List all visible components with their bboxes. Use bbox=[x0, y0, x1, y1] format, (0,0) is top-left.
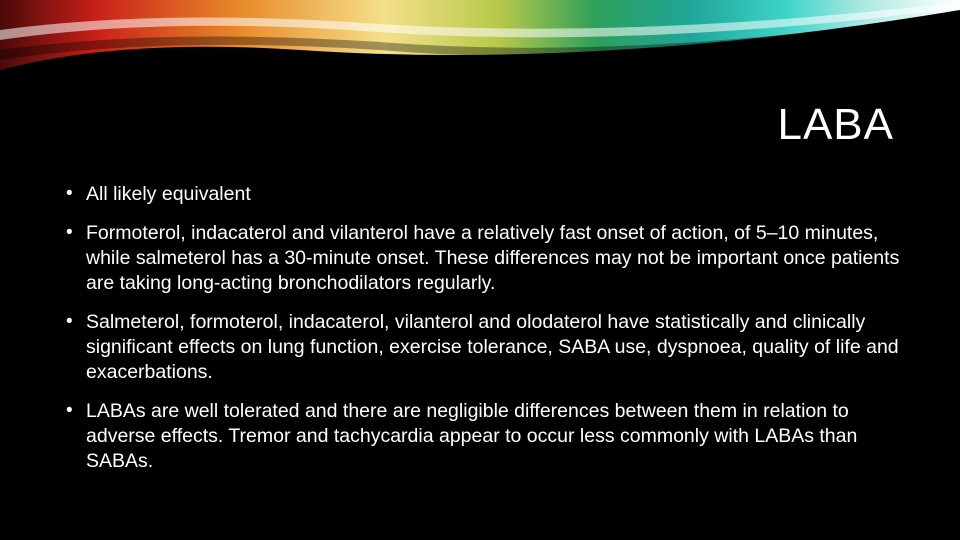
bullet-item: Salmeterol, formoterol, indacaterol, vil… bbox=[64, 310, 902, 385]
bullet-item: LABAs are well tolerated and there are n… bbox=[64, 399, 902, 474]
slide-title: LABA bbox=[777, 100, 894, 150]
bullet-item: All likely equivalent bbox=[64, 182, 902, 207]
bullet-item: Formoterol, indacaterol and vilanterol h… bbox=[64, 221, 902, 296]
bullet-list: All likely equivalent Formoterol, indaca… bbox=[64, 182, 902, 488]
